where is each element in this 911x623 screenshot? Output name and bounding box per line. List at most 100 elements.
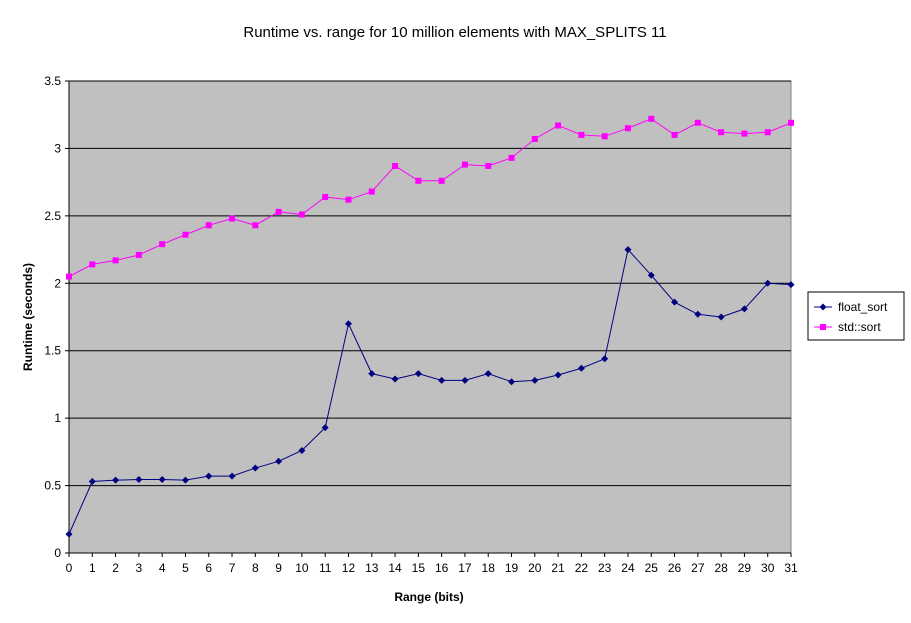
y-tick-label-2: 1 xyxy=(54,411,61,425)
point-1-19 xyxy=(508,154,515,161)
point-1-9 xyxy=(275,208,282,215)
series-layer xyxy=(65,115,795,538)
x-tick-label-30: 30 xyxy=(761,561,775,575)
x-tick-label-21: 21 xyxy=(551,561,565,575)
point-0-28 xyxy=(717,313,725,321)
point-1-13 xyxy=(368,188,375,195)
x-tick-label-18: 18 xyxy=(482,561,496,575)
point-1-11 xyxy=(322,193,329,200)
point-1-17 xyxy=(461,161,468,168)
y-tick-label-4: 2 xyxy=(54,276,61,290)
point-0-29 xyxy=(740,305,748,313)
chart-title: Runtime vs. range for 10 million element… xyxy=(243,24,666,41)
gridlines xyxy=(69,80,791,487)
point-1-31 xyxy=(788,119,794,126)
point-0-0 xyxy=(65,530,73,538)
x-tick-label-9: 9 xyxy=(275,561,282,575)
x-tick-label-28: 28 xyxy=(714,561,728,575)
series-0 xyxy=(65,246,795,538)
x-tick-label-15: 15 xyxy=(412,561,426,575)
x-tick-label-5: 5 xyxy=(182,561,189,575)
y-tick-label-3: 1.5 xyxy=(44,344,61,358)
point-1-18 xyxy=(485,162,492,169)
x-tick-label-29: 29 xyxy=(738,561,752,575)
plot-area xyxy=(68,80,792,554)
point-1-29 xyxy=(741,130,748,137)
axes: 00.511.522.533.50 1 2 3 4 5 6 7 8 9 10 11 12 13 14 15 16… xyxy=(44,74,798,575)
x-tick-label-4: 4 xyxy=(159,561,166,575)
x-tick-label-13: 13 xyxy=(365,561,379,575)
legend-swatch-marker-1 xyxy=(820,324,826,330)
point-0-12 xyxy=(344,320,352,328)
point-1-7 xyxy=(229,215,236,222)
y-tick-label-7: 3.5 xyxy=(44,74,61,88)
point-1-14 xyxy=(392,162,399,169)
point-0-9 xyxy=(275,457,283,465)
x-tick-label-17: 17 xyxy=(458,561,472,575)
point-1-6 xyxy=(205,222,212,229)
legend-swatch-marker-0 xyxy=(819,303,827,311)
x-tick-label-0: 0 xyxy=(66,561,73,575)
legend-label-0: float_sort xyxy=(838,300,888,314)
x-tick-label-16: 16 xyxy=(435,561,449,575)
point-1-2 xyxy=(112,257,119,264)
point-1-3 xyxy=(135,251,142,258)
point-1-26 xyxy=(671,131,678,138)
x-tick-label-24: 24 xyxy=(621,561,635,575)
point-1-16 xyxy=(438,177,445,184)
x-tick-label-14: 14 xyxy=(388,561,402,575)
x-tick-label-22: 22 xyxy=(575,561,589,575)
point-1-28 xyxy=(718,129,725,136)
point-1-15 xyxy=(415,177,422,184)
point-0-23 xyxy=(601,355,609,363)
point-0-14 xyxy=(391,375,399,383)
y-tick-label-0: 0 xyxy=(54,546,61,560)
point-1-25 xyxy=(648,115,655,122)
x-tick-label-12: 12 xyxy=(342,561,356,575)
point-0-15 xyxy=(414,370,422,378)
x-tick-label-31: 31 xyxy=(784,561,798,575)
point-0-31 xyxy=(787,281,795,289)
point-0-4 xyxy=(158,476,166,484)
x-tick-label-19: 19 xyxy=(505,561,519,575)
x-tick-label-6: 6 xyxy=(205,561,212,575)
point-1-21 xyxy=(555,122,562,129)
point-1-0 xyxy=(66,273,72,280)
point-1-4 xyxy=(159,241,166,248)
x-tick-label-7: 7 xyxy=(229,561,236,575)
point-0-2 xyxy=(112,476,120,484)
y-axis-label: Runtime (seconds) xyxy=(21,263,35,371)
point-1-27 xyxy=(694,119,701,126)
x-tick-label-20: 20 xyxy=(528,561,542,575)
x-tick-label-23: 23 xyxy=(598,561,612,575)
series-line-0 xyxy=(68,248,792,535)
legend-box xyxy=(807,291,905,341)
x-tick-label-27: 27 xyxy=(691,561,705,575)
legend-label-1: std::sort xyxy=(838,320,881,334)
point-0-30 xyxy=(764,279,772,287)
point-0-3 xyxy=(135,476,143,484)
point-0-13 xyxy=(368,370,376,378)
x-tick-label-10: 10 xyxy=(295,561,309,575)
point-1-10 xyxy=(298,211,305,218)
point-0-6 xyxy=(205,472,213,480)
x-tick-label-3: 3 xyxy=(136,561,143,575)
point-1-22 xyxy=(578,131,585,138)
point-1-12 xyxy=(345,196,352,203)
point-1-5 xyxy=(182,231,189,238)
y-tick-label-6: 3 xyxy=(54,141,61,155)
y-tick-label-1: 0.5 xyxy=(44,479,61,493)
x-tick-label-25: 25 xyxy=(645,561,659,575)
point-1-1 xyxy=(89,261,96,268)
y-tick-label-5: 2.5 xyxy=(44,209,61,223)
x-tick-label-8: 8 xyxy=(252,561,259,575)
point-0-24 xyxy=(624,246,632,254)
point-0-11 xyxy=(321,424,329,432)
point-0-25 xyxy=(647,271,655,279)
point-0-21 xyxy=(554,371,562,379)
point-0-27 xyxy=(694,310,702,318)
series-line-1 xyxy=(68,118,792,277)
